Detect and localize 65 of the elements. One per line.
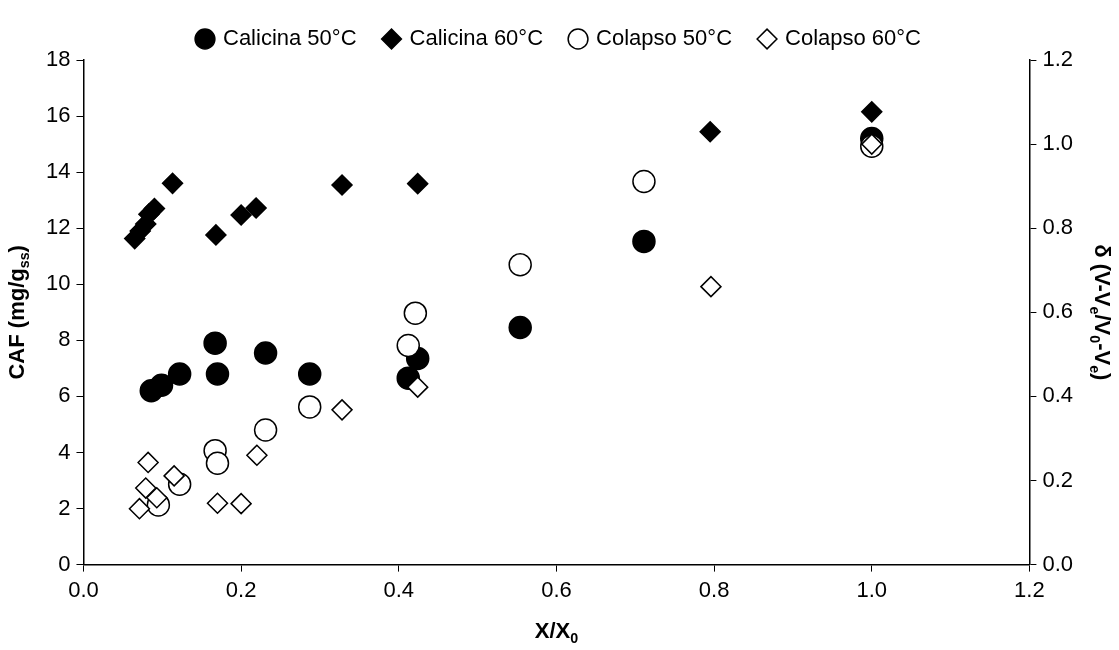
x-tick-label: 0.0 — [68, 576, 99, 602]
point — [205, 362, 230, 386]
point — [331, 174, 353, 196]
x-tick-label: 0.6 — [541, 576, 572, 602]
point — [246, 444, 268, 467]
point — [230, 492, 252, 515]
point — [508, 315, 532, 340]
y2-tick-label: 0.8 — [1042, 214, 1074, 240]
point — [143, 197, 166, 220]
point — [403, 301, 428, 325]
point — [406, 376, 429, 398]
y-tick-label: 14 — [45, 158, 71, 184]
y-axis-title: CAF (mg/gss) — [4, 245, 32, 380]
x-tick-label: 1.0 — [856, 576, 888, 602]
point — [149, 373, 174, 397]
point — [632, 169, 656, 194]
y-tick-label: 0 — [58, 550, 71, 576]
point — [128, 497, 151, 520]
point — [135, 477, 157, 499]
y2-tick-label: 1.0 — [1042, 130, 1074, 156]
point — [203, 331, 227, 355]
legend-label: Calicina 50°C — [222, 25, 357, 51]
point — [632, 229, 656, 254]
point — [146, 486, 168, 509]
y-tick-label: 8 — [58, 326, 71, 352]
y2-tick-label: 1.2 — [1042, 46, 1074, 72]
point — [297, 395, 322, 419]
legend-label: Colapso 60°C — [785, 25, 922, 51]
y2-tick-label: 0.4 — [1042, 382, 1074, 408]
x-tick-label: 0.2 — [225, 576, 257, 602]
point — [331, 399, 353, 421]
y2-tick-label: 0.0 — [1042, 550, 1074, 576]
y-tick-label: 16 — [45, 102, 71, 128]
y-tick-label: 6 — [58, 382, 71, 408]
point — [245, 197, 267, 219]
legend-label: Colapso 50°C — [596, 25, 733, 51]
y-tick-label: 12 — [45, 214, 71, 240]
point — [406, 172, 429, 195]
y2-tick-label: 0.2 — [1042, 466, 1074, 492]
point — [230, 204, 252, 226]
point — [253, 341, 278, 365]
point — [163, 465, 185, 487]
point — [861, 101, 883, 123]
x-tick-label: 0.4 — [383, 576, 415, 602]
y-tick-label: 4 — [58, 438, 71, 464]
point — [396, 333, 420, 358]
point — [253, 418, 278, 442]
point — [167, 362, 192, 386]
point — [700, 275, 722, 298]
point — [137, 451, 159, 474]
x-tick-label: 1.2 — [1014, 576, 1045, 602]
point — [699, 121, 721, 143]
point — [297, 362, 322, 386]
point — [205, 224, 227, 246]
point — [161, 172, 184, 195]
y2-axis-title: δ (V-Ve/V0-Ve) — [1087, 244, 1115, 381]
point — [508, 253, 532, 277]
y-tick-label: 18 — [45, 46, 71, 72]
y-tick-label: 2 — [58, 494, 71, 520]
legend-label: Calicina 60°C — [409, 25, 544, 51]
x-tick-label: 0.8 — [698, 576, 730, 602]
y-tick-label: 10 — [45, 270, 71, 296]
point — [206, 492, 229, 514]
point — [205, 451, 230, 476]
y2-tick-label: 0.6 — [1042, 298, 1074, 324]
